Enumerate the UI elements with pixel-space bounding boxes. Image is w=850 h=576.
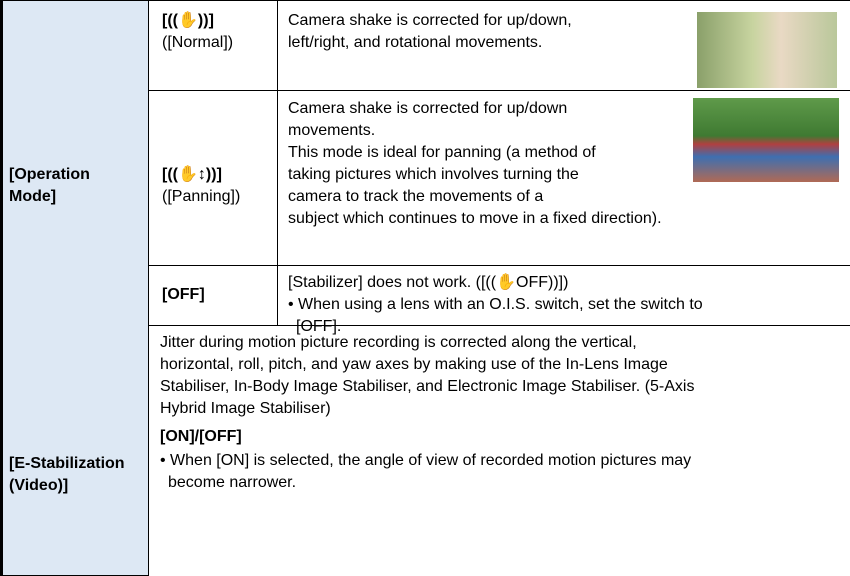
option-name: [((✋↕))] bbox=[162, 166, 222, 183]
row-label: [E-Stabilization bbox=[9, 455, 125, 472]
text-line: [Stabilizer] does not work. ([((✋OFF))]) bbox=[288, 274, 569, 291]
photo-portrait bbox=[697, 12, 837, 88]
row-label: Mode] bbox=[9, 188, 57, 205]
text-line: [OFF]. bbox=[296, 318, 342, 335]
text-line: • When [ON] is selected, the angle of vi… bbox=[160, 452, 692, 469]
text-line: This mode is ideal for panning (a method… bbox=[288, 144, 596, 161]
option-sub: ([Panning]) bbox=[162, 188, 241, 205]
cell bbox=[277, 0, 850, 91]
cell bbox=[148, 0, 278, 91]
text-line: subject which continues to move in a fix… bbox=[288, 210, 662, 227]
text-line: Camera shake is corrected for up/down, bbox=[288, 12, 572, 29]
text-line: • When using a lens with an O.I.S. switc… bbox=[288, 296, 703, 313]
cell bbox=[277, 90, 850, 266]
text-line: Jitter during motion picture recording i… bbox=[160, 334, 637, 351]
text-line: taking pictures which involves turning t… bbox=[288, 166, 579, 183]
option-name: [((✋))] bbox=[162, 12, 214, 29]
text-line: Stabiliser, In-Body Image Stabiliser, an… bbox=[160, 378, 695, 395]
label-cell bbox=[0, 325, 149, 576]
cell bbox=[277, 265, 850, 326]
row-label: (Video)] bbox=[9, 477, 69, 494]
cell bbox=[148, 90, 278, 266]
text-line: left/right, and rotational movements. bbox=[288, 34, 543, 51]
row-label: [Operation bbox=[9, 166, 90, 183]
text-line: camera to track the movements of a bbox=[288, 188, 544, 205]
text-line: [ON]/[OFF] bbox=[160, 428, 242, 445]
option-name: [OFF] bbox=[162, 286, 205, 303]
option-sub: ([Normal]) bbox=[162, 34, 234, 51]
text-line: Camera shake is corrected for up/down bbox=[288, 100, 568, 117]
cell bbox=[148, 265, 278, 326]
text-line: horizontal, roll, pitch, and yaw axes by… bbox=[160, 356, 668, 373]
text-line: become narrower. bbox=[168, 474, 297, 491]
text-line: Hybrid Image Stabiliser) bbox=[160, 400, 331, 417]
text-line: movements. bbox=[288, 122, 376, 139]
photo-panning bbox=[693, 98, 839, 182]
label-cell bbox=[0, 0, 149, 326]
